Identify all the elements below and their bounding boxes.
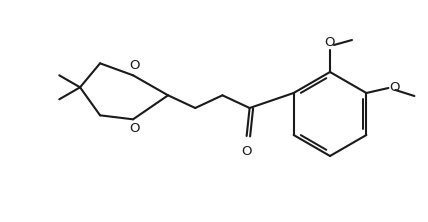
Text: O: O: [389, 81, 400, 93]
Text: O: O: [129, 122, 139, 135]
Text: O: O: [241, 145, 252, 158]
Text: O: O: [325, 36, 335, 49]
Text: O: O: [129, 59, 139, 72]
